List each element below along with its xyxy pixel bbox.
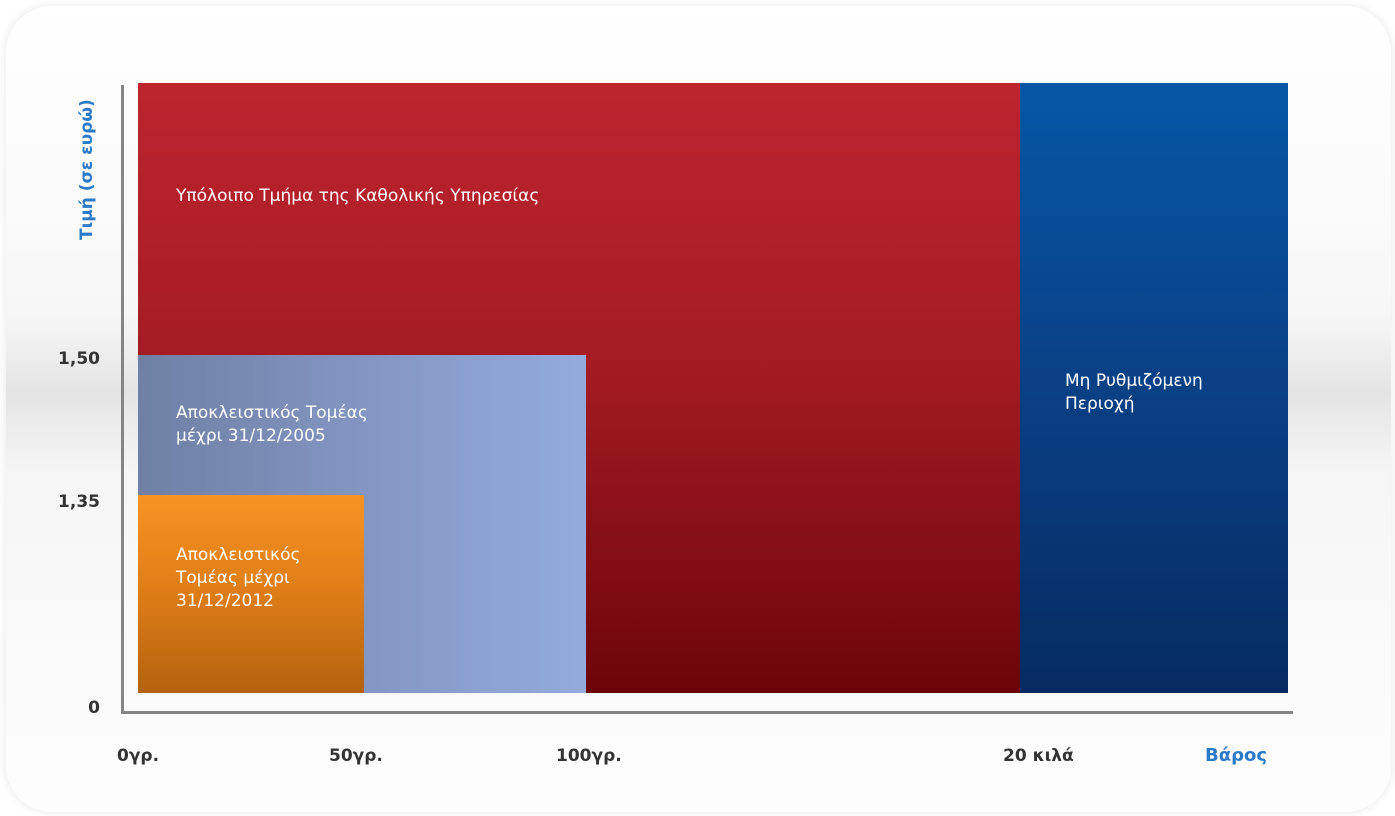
region-label-exclusive-2012: Αποκλειστικός Τομέας μέχρι 31/12/2012 [176, 545, 301, 611]
region-unregulated-area [1020, 83, 1288, 693]
y-tick-label-1-50: 1,50 [58, 349, 100, 369]
x-axis-title: Βάρος [1205, 745, 1268, 766]
y-tick-label-0: 0 [88, 698, 100, 718]
x-axis-line [121, 711, 1293, 714]
y-axis-title: Τιμή (σε ευρώ) [77, 99, 97, 240]
y-axis-line [121, 85, 124, 714]
region-label-remaining: Υπόλοιπο Τμήμα της Καθολικής Υπηρεσίας [176, 186, 540, 206]
region-label-unregulated: Μη Ρυθμιζόμενη Περιοχή [1065, 371, 1203, 414]
region-label-exclusive-2005: Αποκλειστικός Τομέας μέχρι 31/12/2005 [176, 403, 368, 446]
x-tick-label-0g: 0γρ. [117, 746, 160, 766]
y-tick-label-1-35: 1,35 [58, 492, 100, 512]
region-exclusive-sector-2012 [138, 495, 364, 693]
x-tick-label-20kg: 20 κιλά [1003, 746, 1074, 766]
x-tick-label-50g: 50γρ. [329, 746, 383, 766]
x-tick-label-100g: 100γρ. [556, 746, 622, 766]
